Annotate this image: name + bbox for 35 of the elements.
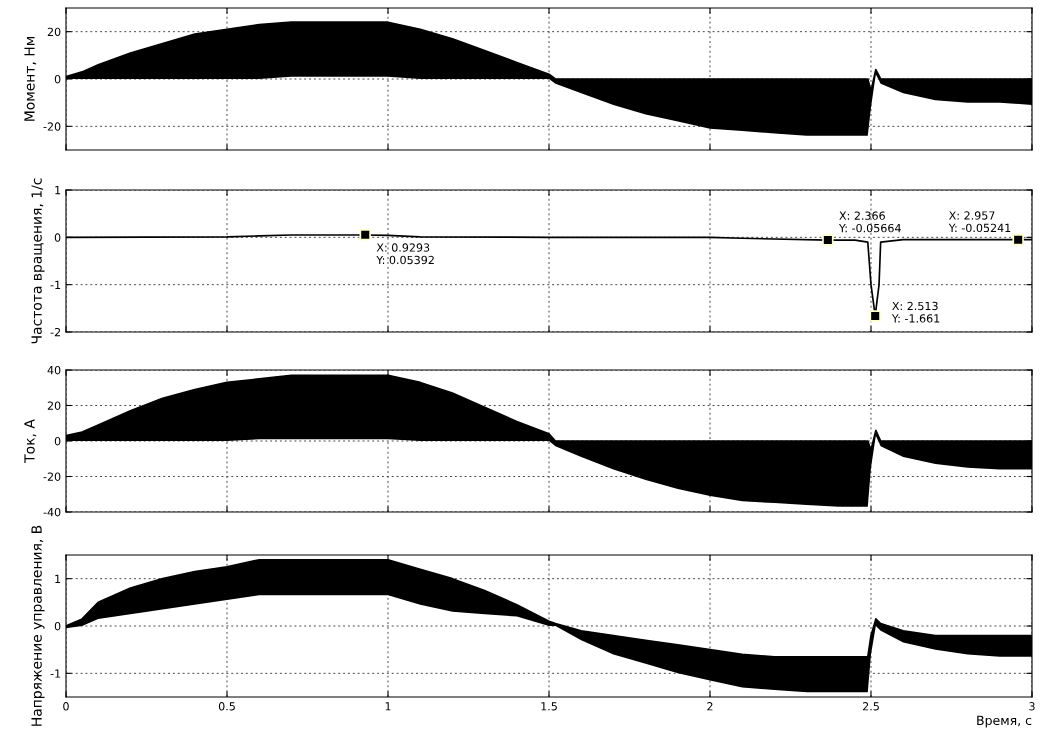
- y-tick-label: 40: [47, 365, 61, 375]
- y-tick-label: -20: [43, 122, 61, 131]
- x-tick-label: 3: [1029, 702, 1035, 711]
- y-axis-title: Ток, А: [24, 419, 37, 463]
- annotation: X: 2.957 Y: -0.05241: [948, 211, 1011, 233]
- x-tick-label: 2: [707, 702, 713, 711]
- x-tick-label: 1: [385, 702, 391, 711]
- annotation: X: 0.9293 Y: 0.05392: [376, 243, 434, 265]
- x-tick-label: 0.5: [218, 702, 235, 711]
- point: [1012, 234, 1024, 246]
- y-tick-label: 20: [47, 27, 61, 37]
- y-tick-label: 20: [47, 401, 61, 410]
- y-tick-label: 0: [54, 436, 61, 446]
- annotation: X: 2.513 Y: -1.661: [891, 301, 940, 323]
- x-tick-label: 2.5: [862, 702, 879, 711]
- y-tick-label: -1: [50, 669, 61, 678]
- y-tick-label: -40: [43, 507, 61, 517]
- point: [869, 310, 881, 322]
- point: [822, 234, 834, 246]
- y-tick-label: 0: [54, 233, 61, 242]
- y-tick-label: 1: [55, 186, 61, 195]
- y-tick-label: 1: [55, 574, 61, 583]
- x-tick-label: 0: [63, 702, 69, 711]
- y-tick-label: 0: [54, 74, 61, 84]
- y-tick-label: -2: [50, 327, 61, 337]
- y-axis-title: Частота вращения, 1/с: [31, 178, 45, 344]
- y-tick-label: -1: [50, 280, 61, 289]
- x-tick-label: 1.5: [541, 702, 557, 711]
- point: [359, 229, 371, 241]
- y-axis-title: Напряжение управления, В: [31, 525, 45, 726]
- y-tick-label: 0: [54, 621, 61, 631]
- annotation: X: 2.366 Y: -0.05664: [838, 211, 901, 233]
- y-tick-label: -20: [43, 472, 61, 481]
- x-axis-title: Время, с: [977, 715, 1032, 728]
- y-axis-title: Момент, Нм: [24, 37, 37, 121]
